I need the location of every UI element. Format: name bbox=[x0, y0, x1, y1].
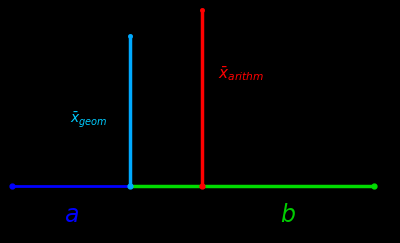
Text: $b$: $b$ bbox=[280, 203, 296, 227]
Text: $a$: $a$ bbox=[64, 203, 78, 227]
Text: $\bar{x}_{geom}$: $\bar{x}_{geom}$ bbox=[70, 111, 108, 130]
Text: $\bar{x}_{arithm}$: $\bar{x}_{arithm}$ bbox=[218, 64, 264, 83]
